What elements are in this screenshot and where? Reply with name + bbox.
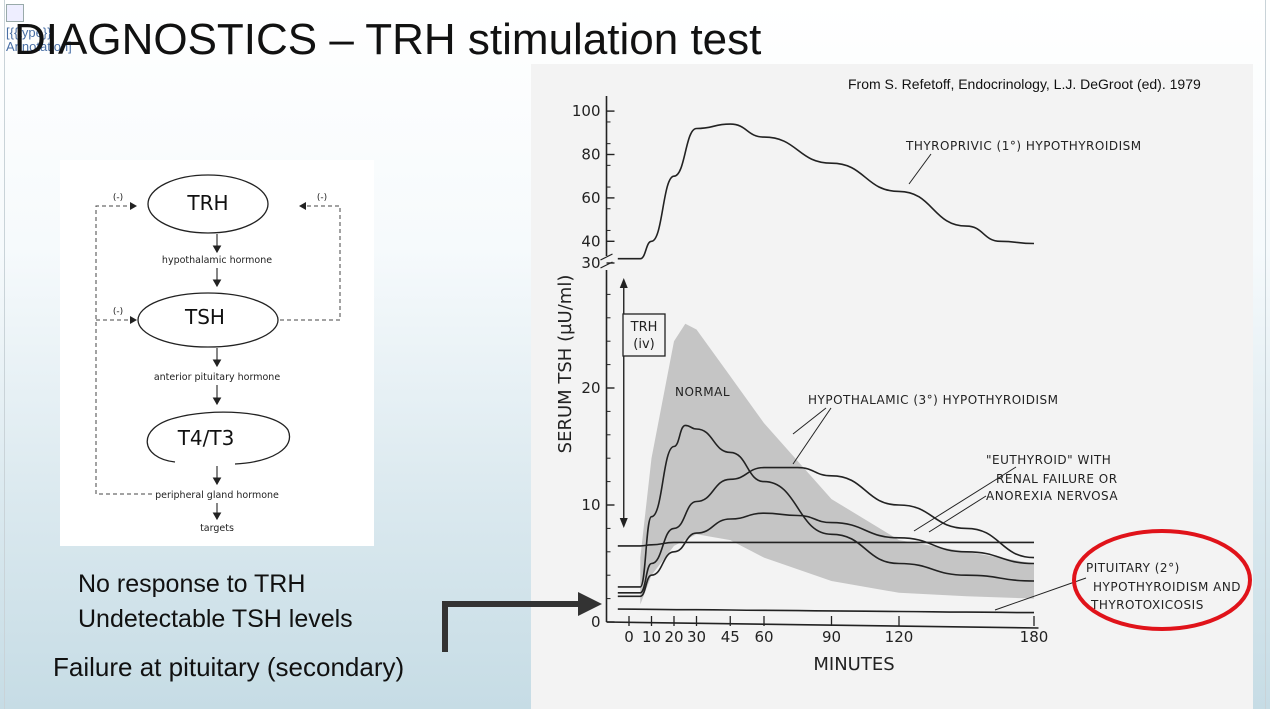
label-peripheral-gland-hormone: peripheral gland hormone	[155, 490, 279, 501]
series-line-0	[617, 123, 1035, 260]
broken-image-placeholder: [{{type}} Annotation]	[6, 4, 98, 68]
y-tick-label: 20	[581, 379, 600, 397]
curve-annotation-0: THYROPRIVIC (1°) HYPOTHYROIDISM	[905, 139, 1142, 153]
highlight-circle	[1072, 529, 1252, 631]
series-line-4	[617, 608, 1035, 614]
slide-title: DIAGNOSTICS – TRH stimulation test	[14, 15, 762, 64]
trh-box-route: (iv)	[633, 337, 654, 352]
curve-annotation-6: PITUITARY (2°)	[1086, 561, 1180, 575]
series-line-5	[617, 541, 1034, 547]
curve-annotation-2: HYPOTHALAMIC (3°) HYPOTHYROIDISM	[808, 393, 1058, 407]
y-axis-label: SERUM TSH (µU/ml)	[555, 275, 576, 454]
node-trh	[147, 174, 269, 234]
label-anterior-pituitary-hormone: anterior pituitary hormone	[154, 372, 281, 383]
curve-annotation-3: "EUTHYROID" WITH	[986, 453, 1111, 467]
x-axis-label: MINUTES	[813, 654, 894, 675]
curve-annotation-4: RENAL FAILURE OR	[996, 472, 1118, 486]
curve-annotation-5: ANOREXIA NERVOSA	[986, 489, 1118, 503]
feedback-mark-mid-left: (-)	[113, 307, 123, 317]
x-tick-label: 60	[754, 628, 773, 646]
trh-box-label: TRH	[630, 320, 658, 335]
curve-annotation-8: THYROTOXICOSIS	[1090, 598, 1204, 612]
node-trh-label: TRH	[186, 191, 228, 215]
x-tick-label: 180	[1020, 628, 1049, 646]
feedback-mark-top-right: (-)	[317, 193, 327, 203]
pointer-arrow-head	[578, 592, 602, 616]
series-line-2	[617, 466, 1035, 594]
x-tick-label: 45	[721, 628, 740, 646]
feedback-mark-top-left: (-)	[113, 193, 123, 203]
slide-edge-left	[4, 0, 5, 709]
series-line-1	[617, 424, 1035, 588]
label-targets: targets	[200, 523, 234, 534]
caption-no-response: No response to TRH	[78, 570, 306, 598]
annotation-leader-1	[792, 407, 827, 435]
y-tick-label: 80	[581, 146, 600, 164]
trh-arrow-down	[619, 518, 628, 528]
label-hypothalamic-hormone: hypothalamic hormone	[162, 255, 272, 266]
x-axis-line	[606, 621, 1039, 629]
feedback-loop-right	[280, 202, 341, 321]
y-tick-label: 10	[581, 496, 600, 514]
broken-image-icon	[6, 4, 24, 22]
feedback-loop-left-long	[95, 202, 152, 495]
broken-image-alt-text: [{{type}} Annotation]	[6, 25, 72, 54]
curve-annotation-7: HYPOTHYROIDISM AND	[1093, 580, 1241, 594]
annotation-leader-2	[792, 407, 832, 465]
annotation-leader-3	[913, 466, 1017, 532]
annotation-leader-5	[994, 577, 1087, 611]
annotation-leader-0	[908, 153, 932, 185]
x-tick-label: 20	[664, 628, 683, 646]
conclusion-text: Failure at pituitary (secondary)	[53, 652, 405, 682]
curve-annotation-1: NORMAL	[675, 385, 730, 399]
normal-range-band	[640, 323, 1034, 605]
x-tick-label: 90	[822, 628, 841, 646]
y-tick-label: 30	[581, 254, 600, 272]
trh-arrow-up	[619, 278, 628, 288]
slide-edge-right	[1265, 0, 1266, 709]
y-tick-label: 40	[581, 232, 600, 250]
node-tsh	[137, 292, 279, 348]
y-tick-label: 100	[572, 102, 601, 120]
axis-diagram-svg: TRH TSH T4/T3 hypothalamic hormone anter…	[95, 174, 341, 534]
node-t4t3-label: T4/T3	[177, 426, 235, 450]
node-tsh-label: TSH	[184, 305, 225, 329]
annotation-leader-4	[928, 495, 987, 533]
caption-undetectable: Undetectable TSH levels	[78, 605, 353, 633]
x-tick-label: 120	[885, 628, 914, 646]
pointer-arrow	[442, 601, 582, 652]
series-line-3	[617, 512, 1035, 598]
trh-box	[622, 313, 666, 357]
x-tick-label: 0	[624, 628, 634, 646]
axis-diagram: TRH TSH T4/T3 hypothalamic hormone anter…	[60, 160, 374, 546]
x-tick-label: 30	[687, 628, 706, 646]
chart-source: From S. Refetoff, Endocrinology, L.J. De…	[848, 76, 1201, 92]
y-tick-label: 60	[581, 189, 600, 207]
y-tick-label: 0	[591, 613, 601, 631]
node-t4t3	[146, 411, 291, 465]
tsh-chart-figure: 0 10 20 30 40 60 80 100 0 10 20 30 45 60 90 120 180 MINUT…	[531, 64, 1253, 709]
x-tick-label: 10	[642, 628, 661, 646]
